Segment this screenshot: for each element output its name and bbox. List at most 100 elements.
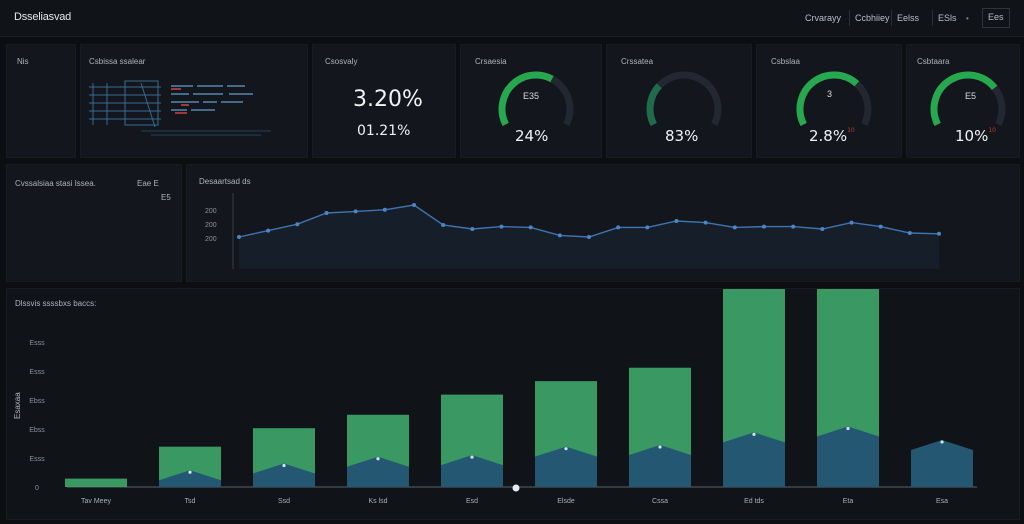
- dropdown-dot-icon[interactable]: •: [966, 14, 969, 23]
- line-point: [324, 211, 329, 215]
- line-point: [412, 203, 416, 207]
- line-point: [353, 209, 358, 214]
- gauge-ring: [498, 71, 574, 127]
- kpi-value: 3.20%: [353, 87, 423, 112]
- bar-y-tick: Esss: [29, 456, 45, 463]
- line-point: [732, 225, 737, 230]
- axis-marker-dot: [512, 484, 520, 492]
- gauge-value: 3: [827, 89, 833, 99]
- top-bar: Dsseliasvad Crvarayy Ccbhiiey Eelss ESls…: [0, 0, 1024, 37]
- gauge-percent: 10%10: [955, 127, 996, 145]
- bar-x-tick: Elsde: [557, 498, 575, 505]
- line-chart-panel: Desaartsad ds 200 200 200: [186, 164, 1020, 282]
- bar-lower[interactable]: [441, 455, 503, 487]
- line-point: [791, 224, 796, 229]
- gauge-track: [646, 71, 722, 127]
- bar-lower[interactable]: [535, 446, 597, 487]
- bar-y-tick: Ebss: [29, 427, 45, 434]
- line-point: [528, 225, 533, 230]
- bar-point: [282, 463, 286, 468]
- summary-right-label: Eae E: [137, 179, 159, 188]
- gauge-value: E35: [523, 91, 540, 101]
- bar-x-tick: Esd: [466, 498, 478, 505]
- nav-item-reports[interactable]: Ccbhiiey: [849, 10, 895, 26]
- gauge-ring: [930, 71, 1006, 127]
- gauge-panel-3: Csbslaa 3 2.8%10: [756, 44, 902, 158]
- bar-y-tick: Esss: [29, 369, 45, 376]
- line-point: [907, 231, 912, 235]
- bar-point: [658, 445, 662, 449]
- gauge-percent: 83%: [665, 127, 699, 145]
- gauge-label: Csbslaa: [771, 57, 800, 66]
- summary-label: Cvssalsiaa stasi Issea.: [15, 179, 96, 188]
- line-point: [703, 220, 708, 225]
- line-point: [820, 227, 825, 231]
- line-point: [587, 235, 591, 239]
- line-point: [237, 235, 241, 239]
- bar-chart-title: Dlssvis ssssbxs baccs:: [15, 299, 97, 308]
- bar-x-tick: Esa: [936, 498, 948, 505]
- side-panel-label: Nis: [17, 57, 29, 66]
- line-point: [878, 224, 883, 229]
- bar-x-tick: Ks lsd: [368, 498, 387, 505]
- gauge-ring: [646, 71, 722, 127]
- nav-item-exit[interactable]: Ees: [982, 8, 1010, 28]
- bar-x-tick: Tav Meey: [81, 498, 111, 505]
- gauge-fill: [930, 71, 998, 127]
- line-point: [762, 224, 766, 229]
- bar-lower[interactable]: [911, 439, 973, 487]
- bar-x-tick: Tsd: [185, 498, 196, 505]
- bar-x-tick: Cssa: [652, 498, 668, 505]
- app-title: Dsseliasvad: [14, 11, 72, 23]
- bar-lower[interactable]: [817, 426, 879, 487]
- schema-panel-label: Csbissa ssalear: [89, 57, 146, 66]
- bar-point: [752, 432, 756, 436]
- bar-point: [940, 440, 944, 444]
- gauge-alert-mark: 10: [847, 127, 855, 134]
- line-chart-title: Desaartsad ds: [199, 177, 251, 186]
- gauge-alert-mark: 10: [988, 127, 996, 134]
- schema-panel: Csbissa ssalear: [80, 44, 308, 158]
- bar-chart: 0 Esss Ebss Ebss Esss Esss Tav Meey Tsd Ssd Ks ls…: [29, 289, 977, 505]
- bar-x-tick: Ssd: [278, 498, 290, 505]
- bar-lower[interactable]: [253, 463, 315, 487]
- gauge-panel-2: Crssatea 83%: [606, 44, 752, 158]
- bar-point: [564, 447, 568, 451]
- line-point: [849, 220, 854, 225]
- gauge-label: Crsaesia: [475, 57, 507, 66]
- line-y-tick: 200: [205, 208, 217, 215]
- bar-chart-panel: Dlssvis ssssbxs baccs: Esaxaa 0 Esss Ebss E…: [6, 288, 1020, 520]
- side-panel: Nis: [6, 44, 76, 158]
- line-point: [674, 219, 679, 223]
- nav-item-stats[interactable]: Eelss: [891, 10, 924, 26]
- bar-y-tick: 0: [35, 485, 39, 492]
- bar-point: [188, 470, 192, 474]
- gauge-label: Csbtaara: [917, 57, 950, 66]
- line-chart: 200 200 200: [205, 193, 941, 269]
- kpi-subvalue: 01.21%: [357, 123, 411, 139]
- line-y-tick: 200: [205, 222, 217, 229]
- gauge-panel-4: Csbtaara E5 10%10: [906, 44, 1020, 158]
- gauge-percent: 24%: [515, 127, 549, 145]
- bar-lower[interactable]: [723, 432, 785, 487]
- nav-item-settings[interactable]: ESls: [932, 10, 962, 26]
- line-y-tick: 200: [205, 236, 217, 243]
- line-point: [295, 222, 300, 227]
- gauge-label: Crssatea: [621, 57, 654, 66]
- schema-diagram: [89, 80, 271, 136]
- gauge-ring: [796, 71, 872, 127]
- bar-lower[interactable]: [159, 470, 221, 487]
- line-point: [499, 224, 504, 229]
- bar-lower[interactable]: [629, 445, 691, 487]
- line-point: [266, 228, 271, 233]
- bar-point: [846, 426, 850, 431]
- line-point: [557, 233, 562, 238]
- gauge-percent: 2.8%10: [809, 127, 855, 145]
- nav-item-overview[interactable]: Crvarayy: [805, 13, 842, 23]
- line-point: [645, 225, 650, 230]
- bar-x-tick: Eta: [843, 498, 854, 505]
- kpi-label: Csosvaly: [325, 57, 358, 66]
- bar-upper[interactable]: [65, 478, 127, 487]
- bar-lower[interactable]: [347, 456, 409, 487]
- bar-y-tick: Ebss: [29, 398, 45, 405]
